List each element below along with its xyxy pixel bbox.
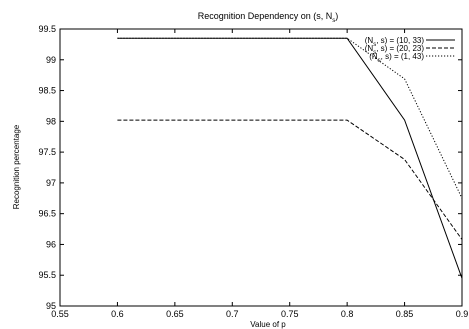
x-tick-label: 0.8: [341, 309, 354, 319]
series-line-2: [117, 119, 463, 240]
legend-label: (Ns, s) = (20, 23): [365, 44, 425, 56]
legend-item-3: (Ns, s) = (1, 43): [369, 52, 455, 64]
y-tick-label: 98: [46, 116, 56, 126]
legend-label: (Ns, s) = (10, 33): [365, 36, 425, 48]
plot-frame: [59, 28, 463, 307]
x-axis-label: Value of p: [250, 320, 286, 329]
axis-ticks: 0.55 0.6 0.65 0.7 0.75 0.8 0.85 0.9 95 95.5 96 96.5…: [38, 24, 468, 319]
x-tick-label: 0.7: [226, 309, 239, 319]
y-tick-label: 95.5: [38, 270, 56, 280]
legend-label: (Ns, s) = (1, 43): [369, 52, 424, 64]
legend-item-1: (Ns, s) = (10, 33): [365, 36, 455, 48]
x-tick-label: 0.9: [456, 309, 469, 319]
y-tick-label: 96: [46, 239, 56, 249]
y-tick-label: 96.5: [38, 209, 56, 219]
y-tick-label: 99.5: [38, 24, 56, 34]
y-tick-label: 97: [46, 178, 56, 188]
series-line-1: [117, 37, 463, 279]
x-tick-label: 0.65: [166, 309, 184, 319]
x-tick-label: 0.85: [396, 309, 414, 319]
y-tick-label: 95: [46, 301, 56, 311]
y-tick-label: 97.5: [38, 147, 56, 157]
x-tick-label: 0.6: [111, 309, 124, 319]
series-line-3: [117, 37, 463, 199]
series-lines: [117, 37, 463, 279]
y-axis-label: Recognition percentage: [12, 124, 21, 209]
legend-item-2: (Ns, s) = (20, 23): [365, 44, 455, 56]
y-tick-label: 98.5: [38, 86, 56, 96]
x-tick-label: 0.55: [51, 309, 69, 319]
y-tick-label: 99: [46, 55, 56, 65]
legend: (Ns, s) = (10, 33)(Ns, s) = (20, 23)(Ns,…: [365, 36, 455, 64]
x-tick-label: 0.75: [281, 309, 299, 319]
chart-title: Recognition Dependency on (s, Ns): [198, 11, 339, 24]
